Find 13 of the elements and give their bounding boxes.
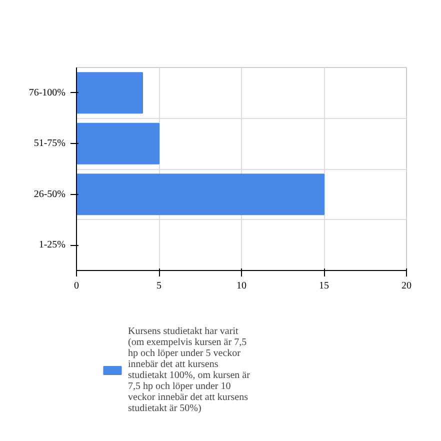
y-tick-label: 1-25% xyxy=(38,240,66,251)
x-tick-label: 5 xyxy=(156,280,162,292)
bar xyxy=(76,122,160,164)
legend-label: Kursens studietakt har varit (om exempelvis kursen är 7,5 hp och löper under 5 veckor innebär det att kursens studietakt 100%, om kursen är 7,5 hp och löper under 10 veckor innebär det att kursens studietakt är 50%) xyxy=(128,326,250,414)
x-tick-label: 10 xyxy=(236,280,246,292)
bar xyxy=(76,72,143,114)
bar xyxy=(76,174,324,216)
x-tick-label: 15 xyxy=(319,280,329,292)
y-tick-label: 76-100% xyxy=(28,87,66,98)
x-tick-label: 0 xyxy=(74,280,79,292)
y-tick-label: 26-50% xyxy=(34,188,66,200)
y-tick-label: 51-75% xyxy=(34,138,66,150)
x-tick-label: 20 xyxy=(402,280,412,292)
